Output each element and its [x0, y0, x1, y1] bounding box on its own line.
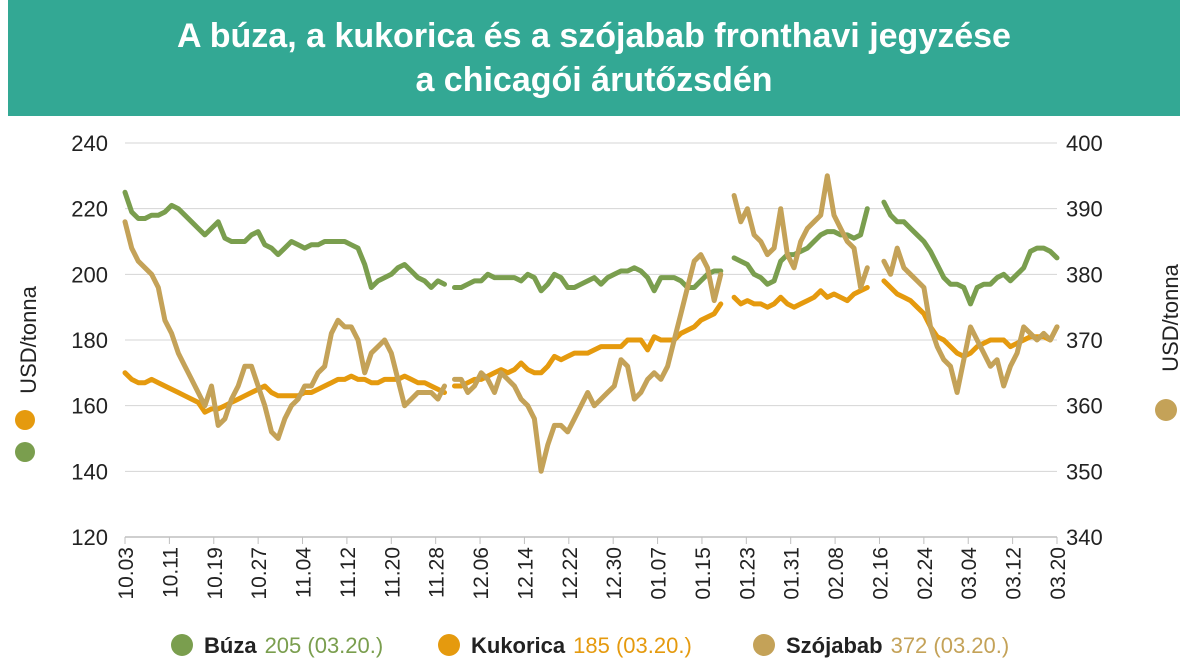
- y-right-axis-label: USD/tonna: [1158, 263, 1183, 371]
- x-tick-label: 01.31: [781, 547, 804, 600]
- y-left-tick-label: 240: [71, 131, 108, 156]
- series-line-buza: [452, 265, 724, 294]
- legend-marker-szojabab: [753, 634, 775, 656]
- y-left-tick-label: 180: [71, 328, 108, 353]
- series-line-szojabab: [731, 173, 870, 290]
- legend-series-value: 185 (03.20.): [573, 633, 692, 658]
- y-left-tick-label: 140: [71, 459, 108, 484]
- x-tick-label: 12.06: [470, 547, 493, 600]
- x-tick-label: 11.20: [381, 547, 404, 598]
- legend-marker-kukorica: [438, 634, 460, 656]
- x-tick-label: 10.27: [248, 547, 271, 600]
- right-axis-marker-szojabab: [1155, 399, 1177, 421]
- x-tick-label: 03.20: [1047, 547, 1070, 600]
- x-tick-label: 02.24: [914, 547, 937, 600]
- legend-item-szojabab: Szójabab 372 (03.20.): [786, 633, 1009, 658]
- series-line-szojabab: [452, 252, 724, 474]
- x-tick-label: 12.30: [603, 547, 626, 600]
- y-left-tick-label: 220: [71, 197, 108, 222]
- x-tick-label: 03.12: [1003, 547, 1026, 600]
- x-tick-label: 11.28: [426, 547, 449, 598]
- chart-title-line1: A búza, a kukorica és a szójabab frontha…: [177, 17, 1011, 55]
- legend-marker-buza: [171, 634, 193, 656]
- series-line-szojabab: [122, 219, 447, 441]
- legend-item-kukorica: Kukorica 185 (03.20.): [471, 633, 692, 658]
- legend-series-value: 205 (03.20.): [265, 633, 384, 658]
- series-line-szojabab: [881, 245, 1060, 395]
- x-tick-label: 02.08: [825, 547, 848, 600]
- left-axis-marker-buza: [15, 442, 35, 462]
- y-left-tick-label: 160: [71, 394, 108, 419]
- legend-item-buza: Búza 205 (03.20.): [204, 633, 383, 658]
- chart-title-line2: a chicagói árutőzsdén: [415, 61, 773, 99]
- x-tick-label: 10.03: [115, 547, 138, 600]
- legend-series-name: Kukorica: [471, 633, 566, 658]
- y-right-tick-label: 400: [1066, 131, 1103, 156]
- x-tick-label: 11.12: [337, 547, 360, 598]
- chart-title-banner: A búza, a kukorica és a szójabab frontha…: [8, 0, 1180, 116]
- series-line-buza: [122, 189, 447, 290]
- y-right-tick-label: 380: [1066, 262, 1103, 287]
- x-tick-label: 03.04: [958, 547, 981, 600]
- y-left-axis-label: USD/tonna: [16, 285, 41, 393]
- x-tick-label: 01.23: [736, 547, 759, 600]
- x-tick-label: 01.15: [692, 547, 715, 600]
- y-right-tick-label: 340: [1066, 525, 1103, 550]
- y-right-tick-label: 390: [1066, 197, 1103, 222]
- x-tick-label: 10.19: [204, 547, 227, 600]
- left-axis-marker-kukorica: [15, 410, 35, 430]
- legend-series-name: Búza: [204, 633, 257, 658]
- legend-series-value: 372 (03.20.): [891, 633, 1010, 658]
- series-line-kukorica: [122, 370, 447, 415]
- x-tick-label: 02.16: [869, 547, 892, 600]
- y-left-tick-label: 120: [71, 525, 108, 550]
- y-right-tick-label: 350: [1066, 459, 1103, 484]
- x-tick-label: 01.07: [648, 547, 671, 600]
- series-line-kukorica: [881, 278, 1060, 359]
- x-tick-label: 12.14: [514, 547, 537, 600]
- x-tick-label: 10.11: [159, 547, 182, 598]
- series-line-buza: [881, 199, 1060, 307]
- y-right-tick-label: 370: [1066, 328, 1103, 353]
- y-left-tick-label: 200: [71, 262, 108, 287]
- y-right-tick-label: 360: [1066, 394, 1103, 419]
- series-line-kukorica: [731, 285, 870, 310]
- x-tick-label: 12.22: [559, 547, 582, 600]
- x-tick-label: 11.04: [293, 547, 316, 598]
- legend-series-name: Szójabab: [786, 633, 883, 658]
